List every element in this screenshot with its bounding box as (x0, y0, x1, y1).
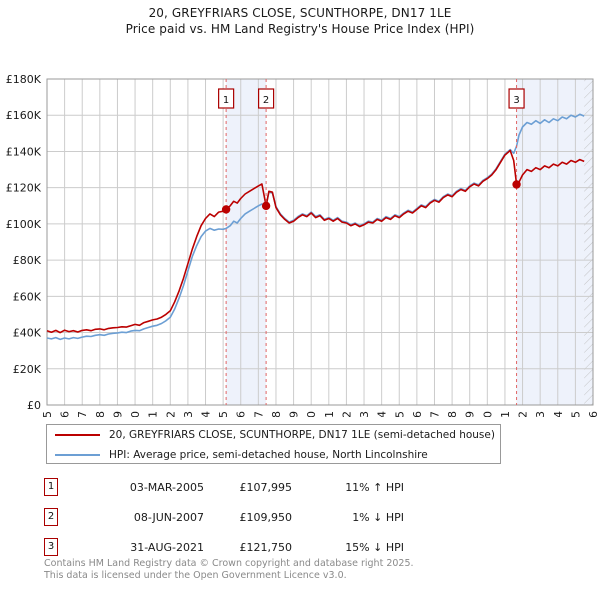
transaction-index-badge: 3 (44, 538, 58, 556)
footer-line-2: This data is licensed under the Open Gov… (44, 569, 347, 581)
svg-text:£120K: £120K (6, 182, 42, 195)
svg-text:2010: 2010 (305, 411, 318, 417)
svg-text:2014: 2014 (376, 411, 389, 417)
title-line-1: 20, GREYFRIARS CLOSE, SCUNTHORPE, DN17 1… (148, 6, 452, 20)
svg-text:2026: 2026 (587, 411, 600, 417)
svg-text:£40K: £40K (13, 327, 42, 340)
page-title: 20, GREYFRIARS CLOSE, SCUNTHORPE, DN17 1… (0, 0, 600, 37)
transaction-price: £121,750 (239, 541, 293, 554)
svg-text:2: 2 (263, 95, 269, 106)
series-line (46, 149, 585, 334)
sale-index-badge (508, 88, 525, 109)
svg-text:2017: 2017 (428, 411, 441, 417)
svg-text:2018: 2018 (446, 411, 459, 417)
legend-swatch-property (55, 434, 100, 436)
svg-text:2009: 2009 (288, 411, 301, 417)
svg-text:£0: £0 (27, 399, 41, 412)
price-history-chart: £0 £20K £40K £60K £80K £100K £120K £140K £160K £1… (0, 37, 600, 417)
svg-text:1998: 1998 (94, 411, 107, 417)
legend-item-property: 20, GREYFRIARS CLOSE, SCUNTHORPE, DN17 1… (47, 425, 500, 445)
svg-text:2006: 2006 (235, 411, 248, 417)
transaction-hpi-delta: 1% ↓ HPI (352, 511, 404, 524)
svg-text:2016: 2016 (411, 411, 424, 417)
transaction-date: 08-JUN-2007 (133, 511, 204, 524)
shaded-band (226, 79, 267, 405)
svg-text:2011: 2011 (323, 411, 336, 417)
legend-label-hpi: HPI: Average price, semi-detached house,… (109, 449, 428, 461)
legend-swatch-hpi (55, 454, 100, 456)
shaded-band (516, 79, 593, 405)
svg-text:£20K: £20K (13, 363, 42, 376)
chart-svg: £0 £20K £40K £60K £80K £100K £120K £140K £160K £1… (6, 73, 600, 417)
transaction-price: £107,995 (239, 481, 293, 494)
svg-text:2003: 2003 (182, 411, 195, 417)
transaction-hpi-delta: 11% ↑ HPI (345, 481, 404, 494)
chart-legend: 20, GREYFRIARS CLOSE, SCUNTHORPE, DN17 1… (46, 424, 501, 464)
sale-index-badge (218, 88, 235, 109)
svg-text:2007: 2007 (252, 411, 265, 417)
svg-text:1997: 1997 (76, 411, 89, 417)
svg-text:2005: 2005 (217, 411, 230, 417)
transaction-date: 31-AUG-2021 (130, 541, 204, 554)
sale-index-badge (258, 88, 275, 109)
title-line-2: Price paid vs. HM Land Registry's House … (125, 22, 475, 36)
svg-text:£160K: £160K (6, 109, 42, 122)
svg-text:2002: 2002 (164, 411, 177, 417)
svg-text:2021: 2021 (499, 411, 512, 417)
svg-text:2022: 2022 (517, 411, 530, 417)
copyright-footer: Contains HM Land Registry data © Crown c… (44, 558, 414, 581)
transaction-index-badge: 2 (44, 508, 58, 526)
svg-text:2012: 2012 (340, 411, 353, 417)
svg-text:3: 3 (513, 95, 519, 106)
svg-text:2001: 2001 (147, 411, 160, 417)
sale-point-marker (512, 180, 521, 189)
svg-text:1999: 1999 (111, 411, 124, 417)
transaction-price: £109,950 (239, 511, 293, 524)
svg-text:2008: 2008 (270, 411, 283, 417)
svg-text:2025: 2025 (569, 411, 582, 417)
svg-text:£80K: £80K (13, 254, 42, 267)
transaction-index-badge: 1 (44, 478, 58, 496)
svg-text:2015: 2015 (393, 411, 406, 417)
svg-text:2013: 2013 (358, 411, 371, 417)
sale-point-marker (221, 205, 231, 214)
svg-text:1995: 1995 (41, 411, 54, 417)
footer-line-1: Contains HM Land Registry data © Crown c… (44, 558, 414, 569)
transaction-date: 03-MAR-2005 (129, 481, 204, 494)
svg-text:1996: 1996 (59, 411, 72, 417)
svg-text:2000: 2000 (129, 411, 142, 417)
svg-text:£100K: £100K (6, 218, 42, 231)
legend-label-property: 20, GREYFRIARS CLOSE, SCUNTHORPE, DN17 1… (109, 429, 495, 441)
svg-text:2024: 2024 (552, 411, 565, 417)
sale-point-marker (261, 201, 271, 211)
legend-item-hpi: HPI: Average price, semi-detached house,… (47, 445, 500, 465)
svg-text:1: 1 (223, 95, 229, 106)
svg-text:2019: 2019 (464, 411, 477, 417)
svg-text:2023: 2023 (534, 411, 547, 417)
svg-text:2004: 2004 (200, 411, 213, 417)
svg-text:£180K: £180K (6, 73, 42, 86)
transaction-hpi-delta: 15% ↓ HPI (345, 541, 404, 554)
svg-text:£140K: £140K (6, 145, 42, 158)
svg-text:£60K: £60K (13, 290, 42, 303)
svg-text:2020: 2020 (481, 411, 494, 417)
